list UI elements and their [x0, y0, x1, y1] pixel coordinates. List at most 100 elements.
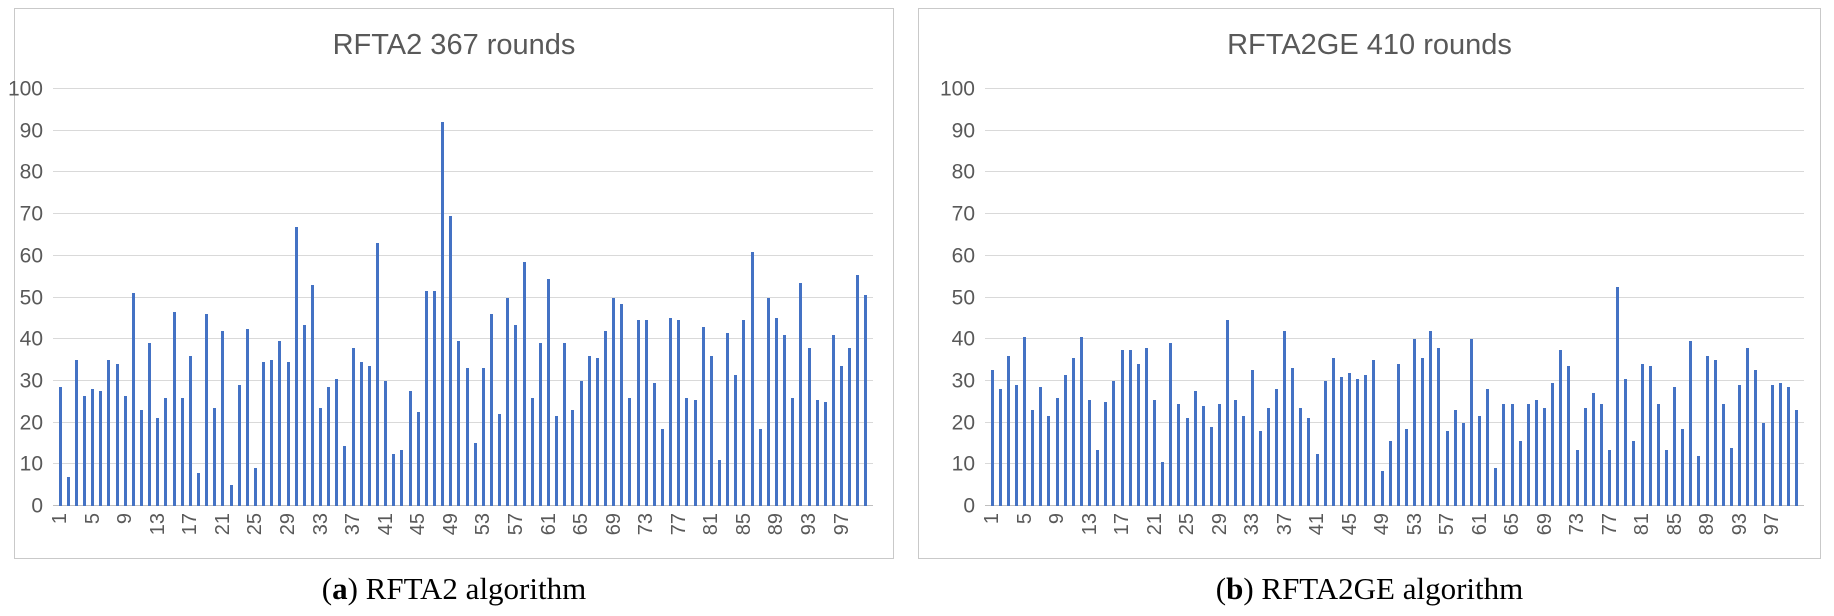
- bar: [1063, 374, 1067, 506]
- x-slot: 9: [114, 506, 136, 558]
- bar: [1640, 364, 1644, 506]
- x-slot: [724, 506, 732, 558]
- bar: [1396, 364, 1400, 506]
- x-slot: [496, 506, 504, 558]
- bar-slot: [186, 89, 194, 506]
- bar: [449, 216, 453, 506]
- bar: [1380, 470, 1384, 506]
- bar-slot: [740, 89, 748, 506]
- bar-slot: [1362, 89, 1370, 506]
- x-slot: 21: [212, 506, 234, 558]
- bar-slot: [512, 89, 520, 506]
- x-slot: [1776, 506, 1784, 558]
- bar-slot: [838, 89, 846, 506]
- bar-slot: [1752, 89, 1760, 506]
- x-slot: 57: [505, 506, 527, 558]
- x-slot: [1419, 506, 1427, 558]
- bar: [1014, 385, 1018, 506]
- chart-panel-rfta2ge: RFTA2GE 410 rounds 0 10 20 30 40 50 60 70 80 90 10…: [918, 8, 1821, 559]
- bar: [253, 468, 257, 506]
- bar-slot: [357, 89, 365, 506]
- gridline: [985, 338, 1804, 340]
- bar-slot: [1776, 89, 1784, 506]
- bar-slot: [1037, 89, 1045, 506]
- x-slot: 89: [765, 506, 787, 558]
- bar: [595, 357, 599, 506]
- bar-slot: [854, 89, 862, 506]
- gridline: [53, 421, 873, 423]
- gridlines: [985, 88, 1804, 506]
- bar: [188, 355, 192, 506]
- bar-slot: [479, 89, 487, 506]
- bar-slot: [341, 89, 349, 506]
- gridline: [53, 88, 873, 89]
- y-axis-tick-label: 10: [19, 452, 43, 476]
- x-slot: [1134, 506, 1142, 558]
- bar: [774, 318, 778, 506]
- bar: [1551, 383, 1555, 506]
- bar-slot: [1305, 89, 1313, 506]
- bar: [799, 282, 803, 506]
- bar: [831, 335, 835, 506]
- x-slot: [1386, 506, 1394, 558]
- bar: [1624, 378, 1628, 506]
- bar: [563, 343, 567, 506]
- bar-slot: [610, 89, 618, 506]
- bar-slot: [1744, 89, 1752, 506]
- x-slot: [137, 506, 145, 558]
- x-slot: 77: [1599, 506, 1621, 558]
- bar: [1356, 378, 1360, 506]
- bar-slot: [1606, 89, 1614, 506]
- x-slot: [1199, 506, 1207, 558]
- x-slot: 73: [635, 506, 657, 558]
- bar: [530, 397, 534, 506]
- x-slot: [260, 506, 268, 558]
- bar: [1006, 355, 1010, 506]
- x-slot: [1159, 506, 1167, 558]
- bar-slot: [1183, 89, 1191, 506]
- bar: [270, 360, 274, 506]
- y-axis-tick-label: 20: [19, 411, 43, 435]
- gridline: [53, 463, 873, 465]
- y-axis-tick-label: 50: [951, 286, 975, 309]
- bar-slot: [1565, 89, 1573, 506]
- bar-slot: [1061, 89, 1069, 506]
- caption-letter: b: [1226, 571, 1244, 606]
- bar: [1453, 410, 1457, 506]
- bar: [620, 303, 624, 506]
- x-slot: [854, 506, 862, 558]
- x-slot: 69: [1534, 506, 1556, 558]
- x-slot: [333, 506, 341, 558]
- x-axis: 1 5 9 13 17 21 25 29 33 37 41 45 49 53 57 61 65 69 73 77 81 8…: [981, 506, 1804, 558]
- x-slot: [593, 506, 601, 558]
- x-slot: [691, 506, 699, 558]
- bar-slot: [219, 89, 227, 506]
- bar-slot: [1557, 89, 1565, 506]
- bar: [400, 449, 404, 506]
- gridline: [53, 379, 873, 381]
- bar-slot: [317, 89, 325, 506]
- x-slot: 93: [1729, 506, 1751, 558]
- bar: [685, 397, 689, 506]
- bar: [156, 418, 160, 506]
- caption-paren-close: ): [1243, 571, 1254, 606]
- bar: [359, 362, 363, 506]
- bar: [1526, 403, 1530, 506]
- bar: [1144, 347, 1148, 506]
- x-slot: 29: [277, 506, 299, 558]
- bar: [628, 397, 632, 506]
- bar: [205, 314, 209, 506]
- bar-slot: [1500, 89, 1508, 506]
- bar: [99, 391, 103, 506]
- x-slot: [781, 506, 789, 558]
- x-slot: 33: [310, 506, 332, 558]
- bar: [547, 278, 550, 506]
- bar-slot: [642, 89, 650, 506]
- x-slot: 61: [1469, 506, 1491, 558]
- bar: [1543, 408, 1547, 506]
- x-slot: 81: [1631, 506, 1653, 558]
- x-slot: [1029, 506, 1037, 558]
- bar-slot: [1459, 89, 1467, 506]
- bar: [579, 380, 583, 506]
- x-slot: [1256, 506, 1264, 558]
